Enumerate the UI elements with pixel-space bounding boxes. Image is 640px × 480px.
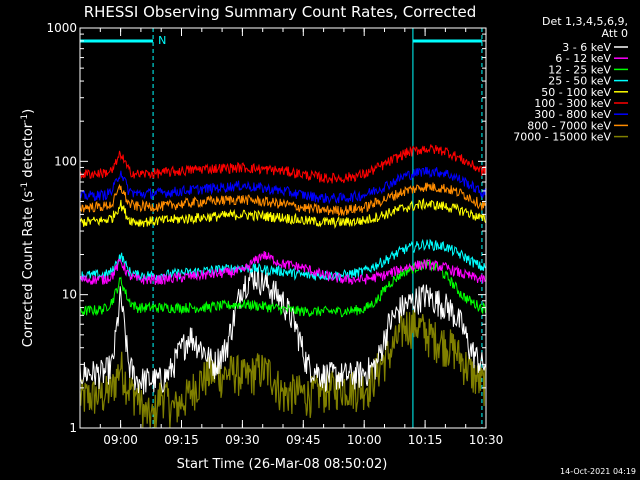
x-tick-label: 09:45	[286, 433, 321, 447]
x-tick-label: 09:15	[164, 433, 199, 447]
x-tick-label: 10:15	[408, 433, 443, 447]
x-tick-label: 10:30	[469, 433, 504, 447]
legend-entry: 12 - 25 keV	[548, 63, 611, 76]
legend-entry: 50 - 100 keV	[541, 86, 611, 99]
chart-title: RHESSI Observing Summary Count Rates, Co…	[84, 3, 477, 21]
series-line-1	[79, 251, 486, 286]
series-line-6	[79, 166, 487, 205]
series-line-5	[79, 144, 487, 184]
series-line-0	[79, 266, 487, 395]
series-line-3	[79, 238, 487, 282]
legend-entry: 3 - 6 keV	[562, 41, 611, 54]
night-marker-label: N	[158, 34, 166, 47]
x-axis-label: Start Time (26-Mar-08 08:50:02)	[177, 457, 388, 472]
legend-entry: 7000 - 15000 keV	[513, 131, 611, 144]
legend-header: Det 1,3,4,5,6,9,	[542, 15, 628, 28]
legend-entry: 800 - 7000 keV	[527, 119, 611, 132]
series-line-4	[79, 197, 487, 229]
legend-header: Att 0	[602, 27, 628, 40]
x-tick-label: 09:00	[103, 433, 138, 447]
legend-entry: 100 - 300 keV	[534, 97, 611, 110]
series-line-8	[79, 308, 487, 429]
series-line-2	[79, 257, 487, 318]
y-tick-label: 10	[62, 288, 77, 302]
legend-entry: 25 - 50 keV	[548, 75, 611, 88]
y-tick-label: 1000	[46, 21, 77, 35]
y-tick-label: 1	[69, 421, 77, 435]
plot-frame	[79, 27, 487, 429]
x-tick-label: 09:30	[225, 433, 260, 447]
y-axis-label: Corrected Count Rate (s-1 detector-1)	[20, 109, 36, 347]
legend-entry: 300 - 800 keV	[534, 108, 611, 121]
timestamp: 14-Oct-2021 04:19	[560, 467, 636, 476]
legend-entry: 6 - 12 keV	[555, 52, 611, 65]
series-line-7	[79, 182, 487, 217]
y-tick-label: 100	[54, 154, 77, 168]
x-tick-label: 10:00	[347, 433, 382, 447]
